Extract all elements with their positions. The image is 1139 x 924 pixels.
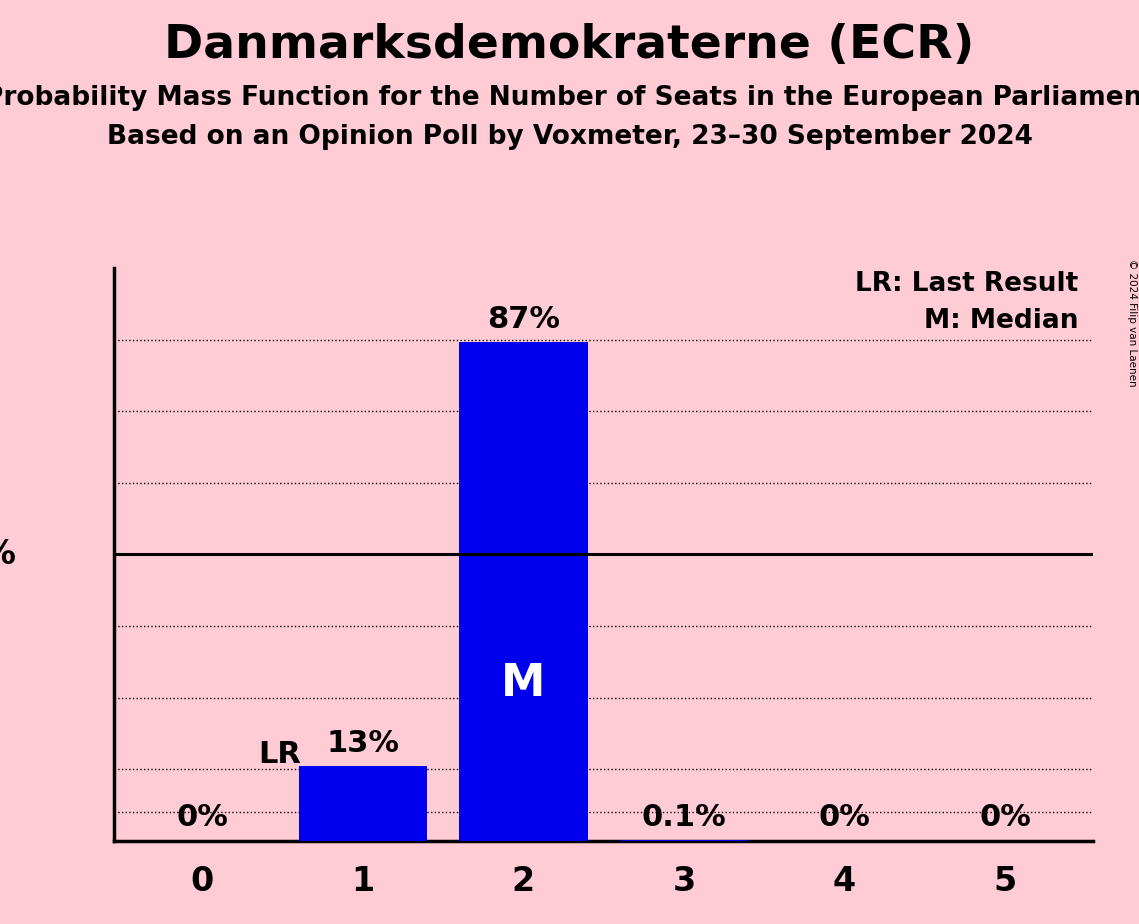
Bar: [459, 343, 588, 841]
Text: Based on an Opinion Poll by Voxmeter, 23–30 September 2024: Based on an Opinion Poll by Voxmeter, 23…: [107, 124, 1032, 150]
Text: M: Median: M: Median: [924, 308, 1079, 334]
Text: 0.1%: 0.1%: [641, 803, 727, 832]
Text: 50%: 50%: [0, 538, 16, 571]
Text: LR: Last Result: LR: Last Result: [855, 271, 1079, 297]
Text: 0%: 0%: [980, 803, 1031, 833]
Text: LR: LR: [257, 740, 301, 769]
Bar: [298, 766, 427, 841]
Text: Danmarksdemokraterne (ECR): Danmarksdemokraterne (ECR): [164, 23, 975, 68]
Text: 13%: 13%: [326, 729, 400, 758]
Text: 87%: 87%: [486, 305, 560, 334]
Text: © 2024 Filip van Laenen: © 2024 Filip van Laenen: [1126, 259, 1137, 386]
Text: 0%: 0%: [819, 803, 870, 833]
Text: 0%: 0%: [177, 803, 228, 833]
Text: Probability Mass Function for the Number of Seats in the European Parliament: Probability Mass Function for the Number…: [0, 85, 1139, 111]
Text: M: M: [501, 662, 546, 705]
